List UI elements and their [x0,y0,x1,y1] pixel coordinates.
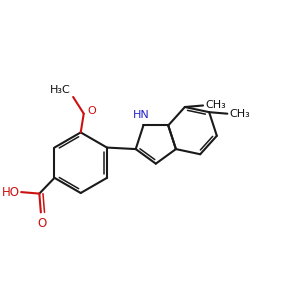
Text: O: O [38,217,47,230]
Text: H₃C: H₃C [50,85,71,94]
Text: CH₃: CH₃ [230,109,250,119]
Text: HO: HO [2,186,20,199]
Text: O: O [88,106,96,116]
Text: HN: HN [133,110,149,120]
Text: CH₃: CH₃ [205,100,226,110]
